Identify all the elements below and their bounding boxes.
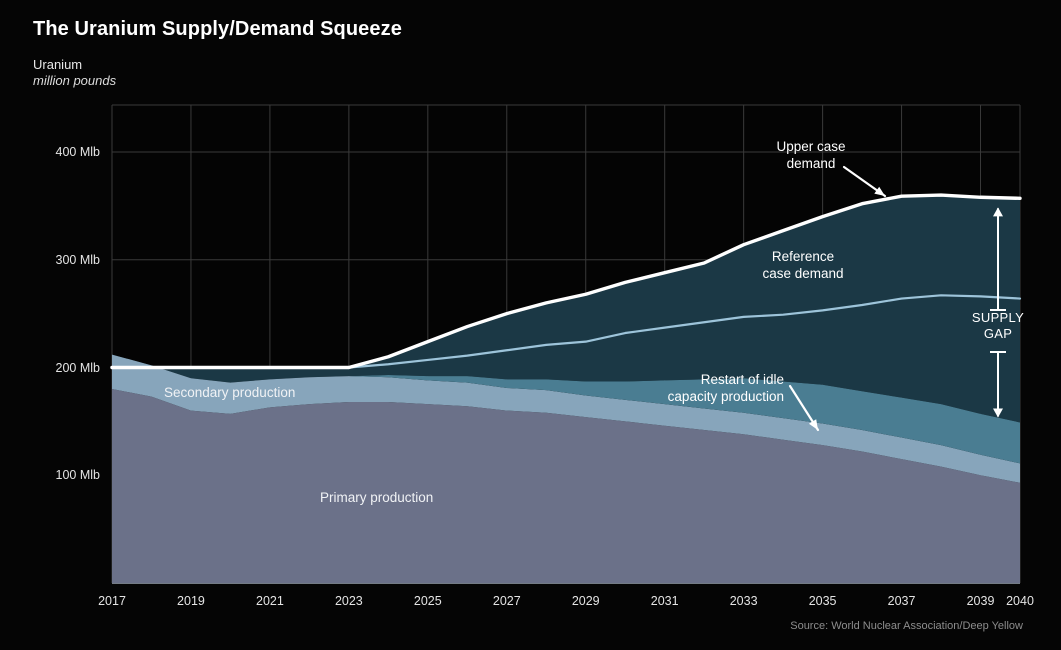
x-axis-tick-label: 2023 [334, 594, 363, 608]
supply-gap-arrowhead-up [993, 207, 1003, 217]
line-upper-case-demand [110, 193, 1022, 370]
supply-gap-arrow [990, 207, 1006, 418]
x-axis-tick-label: 2025 [413, 594, 442, 608]
source-note: Source: World Nuclear Association/Deep Y… [790, 620, 1023, 632]
x-axis-tick-label: 2033 [729, 594, 758, 608]
y-axis-labels: 100 Mlb 200 Mlb 300 Mlb 400 Mlb [28, 0, 100, 650]
callout-upper-case-demand-head [874, 186, 885, 196]
y-axis-caption-line2: million pounds [33, 73, 117, 88]
x-axis-tick-label: 2029 [571, 594, 600, 608]
y-axis-caption-line1: Uranium [33, 57, 83, 72]
callout-restart-idle-capacity [788, 384, 820, 432]
x-axis-tick-label: 2019 [177, 594, 205, 608]
x-axis-labels: 2017 2019 2021 2023 2025 2027 2029 2031 2033 2035… [0, 594, 1061, 614]
annotation-restart-idle-capacity: Restart of idle capacity production [667, 372, 784, 404]
y-axis-caption: Uranium million pounds [33, 57, 116, 89]
area-restart-of-idle-capacity-production [112, 354, 1020, 464]
x-axis-tick-label: 2027 [492, 594, 521, 608]
annotation-supply-gap: SUPPLY GAP [971, 310, 1025, 341]
y-axis-tick-label: 400 Mlb [55, 145, 100, 159]
annotation-upper-case-demand: Upper case demand [776, 139, 846, 171]
x-axis-tick-label: 2035 [808, 594, 837, 608]
label-secondary-production: Secondary production [164, 385, 296, 400]
area-demand-fill [112, 195, 1020, 423]
callout-restart-idle-capacity-head [808, 419, 818, 430]
annotation-reference-case-demand: Reference case demand [762, 249, 844, 281]
y-axis-tick-label: 200 Mlb [55, 360, 100, 375]
y-axis-tick-label: 300 Mlb [55, 252, 100, 267]
x-axis-tick-label: 2031 [650, 594, 679, 608]
x-axis-tick-label: 2040 [1006, 594, 1034, 608]
y-axis-tick-label: 100 Mlb [55, 468, 100, 483]
page-title: The Uranium Supply/Demand Squeeze [33, 18, 402, 40]
callout-upper-case-demand [842, 165, 887, 198]
label-primary-production: Primary production [320, 490, 434, 505]
x-axis-tick-label: 2017 [98, 594, 126, 608]
x-axis-tick-label: 2037 [887, 594, 916, 608]
supply-gap-arrowhead-down [993, 408, 1003, 418]
area-secondary-production [112, 354, 1020, 483]
x-axis-tick-label: 2021 [256, 594, 284, 608]
x-axis-tick-label: 2039 [966, 594, 995, 608]
area-primary-production [112, 389, 1020, 583]
